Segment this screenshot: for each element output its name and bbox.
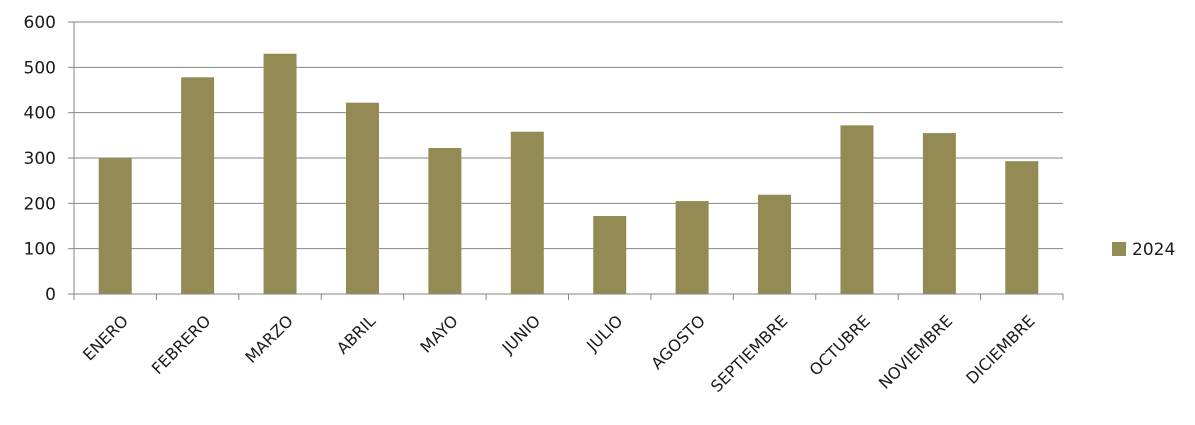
bar-diciembre	[1005, 161, 1039, 294]
x-tick-label: SEPTIEMBRE	[707, 311, 792, 396]
x-tick-label: ENERO	[79, 311, 132, 364]
y-tick-label: 0	[45, 285, 56, 305]
x-tick-label: MARZO	[241, 311, 296, 366]
bar-octubre	[840, 125, 874, 294]
y-tick-label: 100	[24, 240, 56, 260]
x-tick-label: DICIEMBRE	[962, 311, 1038, 387]
y-tick-label: 400	[24, 104, 56, 124]
x-tick-label: JUNIO	[498, 311, 544, 357]
x-tick-label: OCTUBRE	[806, 311, 874, 379]
x-tick-labels: ENERO FEBRERO MARZO ABRIL MAYO JUNIO JULIO AGOS…	[79, 311, 1039, 396]
bar-septiembre	[758, 194, 792, 294]
bars	[98, 53, 1039, 295]
y-tick-label: 200	[24, 194, 56, 214]
legend-label: 2024	[1132, 240, 1175, 260]
bar-marzo	[263, 53, 297, 294]
legend: 2024	[1112, 240, 1175, 260]
y-tick-label: 500	[24, 58, 56, 78]
legend-swatch	[1112, 242, 1126, 256]
y-tick-labels: 0 100 200 300 400 500 600	[24, 13, 56, 305]
x-tick-label: JULIO	[582, 311, 626, 355]
bar-abril	[345, 102, 379, 295]
bar-enero	[98, 158, 132, 294]
x-tick-label: AGOSTO	[647, 311, 709, 373]
bar-mayo	[428, 148, 462, 294]
x-tick-label: NOVIEMBRE	[875, 311, 956, 392]
y-tick-label: 600	[24, 13, 56, 33]
axes	[68, 21, 1064, 300]
bar-agosto	[675, 201, 709, 294]
y-tick-label: 300	[24, 149, 56, 169]
x-tick-label: MAYO	[416, 311, 461, 356]
bar-julio	[593, 216, 627, 294]
gridlines	[74, 21, 1063, 250]
bar-noviembre	[922, 133, 956, 294]
bar-febrero	[181, 77, 215, 294]
x-tick-label: ABRIL	[333, 311, 379, 357]
bar-junio	[510, 131, 544, 294]
x-tick-label: FEBRERO	[148, 311, 215, 378]
